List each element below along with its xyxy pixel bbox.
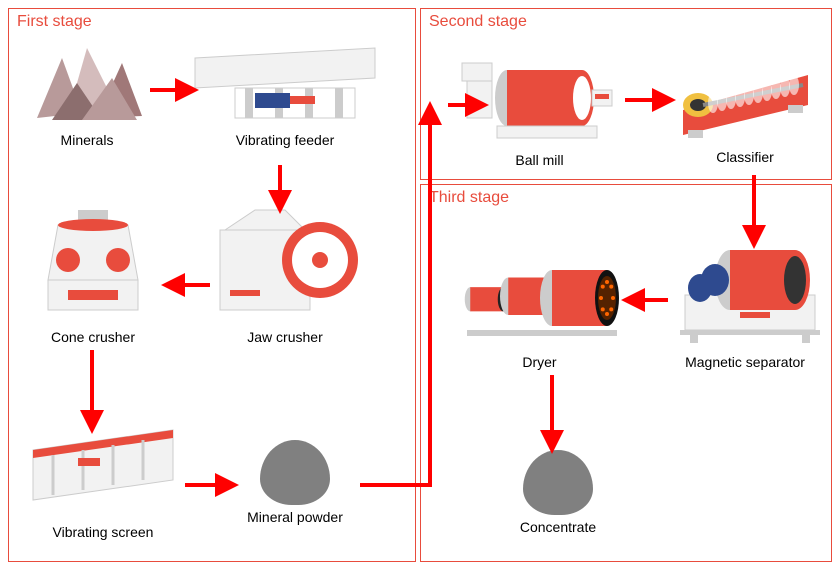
classifier-icon xyxy=(670,55,820,145)
ball-mill-label: Ball mill xyxy=(452,152,627,168)
dryer-icon xyxy=(452,250,627,350)
ball-mill-icon xyxy=(452,48,627,148)
mineral-powder-label: Mineral powder xyxy=(225,509,365,525)
node-vibrating-screen: Vibrating screen xyxy=(18,420,188,540)
node-mineral-powder: Mineral powder xyxy=(225,440,365,525)
node-magnetic-separator: Magnetic separator xyxy=(665,240,825,370)
classifier-label: Classifier xyxy=(670,149,820,165)
stage-third-title: Third stage xyxy=(429,189,509,207)
node-ball-mill: Ball mill xyxy=(452,48,627,168)
jaw-crusher-icon xyxy=(205,205,365,325)
node-classifier: Classifier xyxy=(670,55,820,165)
minerals-icon xyxy=(22,38,152,128)
jaw-crusher-label: Jaw crusher xyxy=(205,329,365,345)
dryer-label: Dryer xyxy=(452,354,627,370)
cone-crusher-label: Cone crusher xyxy=(28,329,158,345)
concentrate-label: Concentrate xyxy=(498,519,618,535)
magnetic-separator-icon xyxy=(665,240,825,350)
mineral-powder-icon xyxy=(260,440,330,505)
minerals-label: Minerals xyxy=(22,132,152,148)
vibrating-screen-icon xyxy=(18,420,188,520)
node-dryer: Dryer xyxy=(452,250,627,370)
node-jaw-crusher: Jaw crusher xyxy=(205,205,365,345)
magnetic-separator-label: Magnetic separator xyxy=(665,354,825,370)
stage-second-title: Second stage xyxy=(429,13,527,31)
cone-crusher-icon xyxy=(28,205,158,325)
node-minerals: Minerals xyxy=(22,38,152,148)
concentrate-icon xyxy=(523,450,593,515)
vibrating-feeder-label: Vibrating feeder xyxy=(180,132,390,148)
node-vibrating-feeder: Vibrating feeder xyxy=(180,38,390,148)
node-cone-crusher: Cone crusher xyxy=(28,205,158,345)
vibrating-screen-label: Vibrating screen xyxy=(18,524,188,540)
node-concentrate: Concentrate xyxy=(498,450,618,535)
vibrating-feeder-icon xyxy=(180,38,390,128)
stage-first-title: First stage xyxy=(17,13,92,31)
